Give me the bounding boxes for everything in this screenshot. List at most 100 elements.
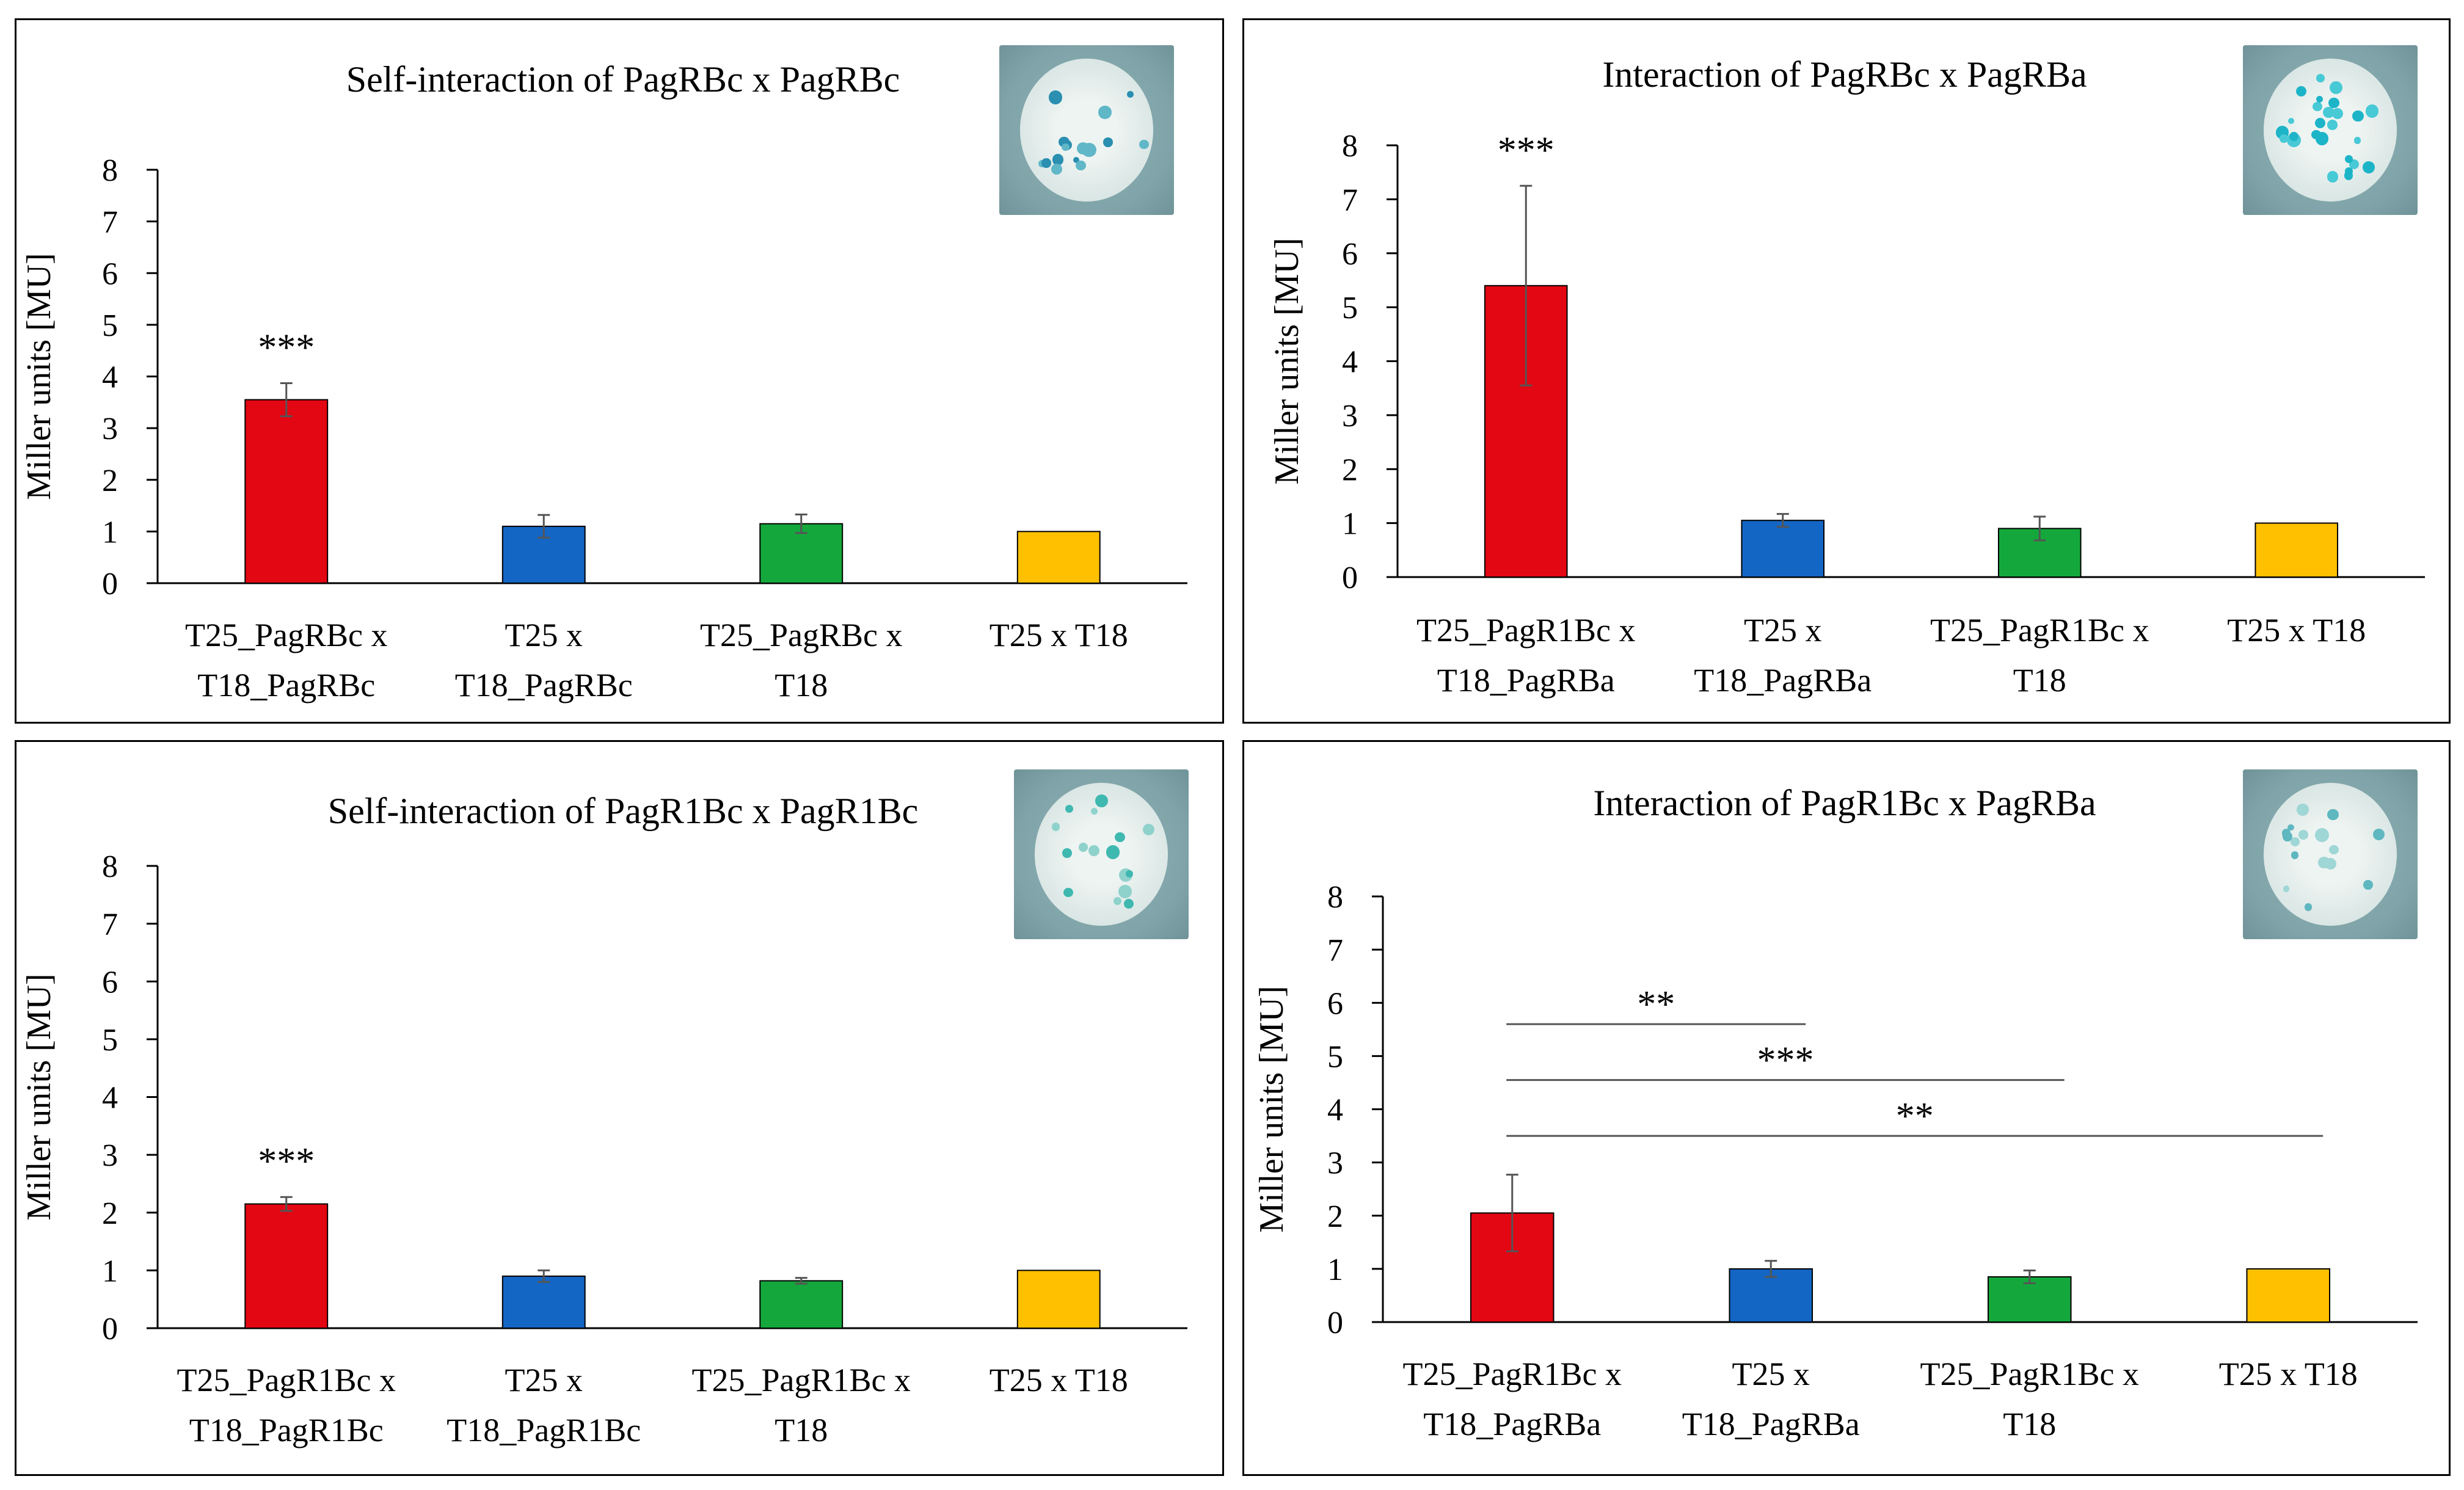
x-tick-label: T25 x T18 (2219, 1356, 2358, 1392)
colony-dot (2372, 829, 2385, 841)
y-tick-label: 8 (102, 153, 118, 188)
colony-dot (1051, 163, 1063, 175)
y-axis-label: Miller units [MU] (1253, 986, 1291, 1232)
x-tick-label: T25 x (1744, 612, 1822, 649)
colony-dot (2365, 104, 2379, 118)
y-tick-label: 8 (102, 849, 118, 884)
significance-marker: *** (1757, 1040, 1813, 1081)
colony-dot (1062, 143, 1070, 151)
x-tick-label: T25 x T18 (990, 617, 1128, 653)
x-tick-label: T18 (2003, 1406, 2056, 1442)
colony-dot (1139, 139, 1149, 150)
colony-dot (1106, 845, 1120, 859)
colony-dot (2283, 885, 2290, 892)
colony-dot (1062, 848, 1072, 858)
colony-dot (2323, 106, 2335, 118)
colony-dot (2283, 832, 2293, 841)
colony-dot (2353, 137, 2361, 144)
significance-marker: ** (1896, 1096, 1934, 1137)
bar-yellow (1016, 1270, 1101, 1329)
colony-dot (2311, 129, 2322, 140)
x-tick-label: T18 (2013, 662, 2066, 699)
x-tick-label: T25_PagRBc x (700, 617, 903, 653)
x-tick-label: T25 x T18 (2227, 612, 2366, 649)
x-tick-label: T25_PagR1Bc x (1930, 612, 2149, 649)
colony-dot (2291, 837, 2300, 846)
y-axis-label: Miller units [MU] (20, 973, 58, 1220)
bar-green (759, 1280, 844, 1329)
x-tick-label: T25_PagR1Bc x (1920, 1356, 2140, 1392)
y-tick-label: 6 (102, 965, 118, 1000)
colony-dot (2325, 858, 2336, 870)
x-tick-label: T18_PagRBa (1437, 662, 1615, 699)
colony-dot (2345, 155, 2353, 164)
y-tick-label: 2 (1342, 452, 1358, 487)
y-tick-label: 0 (102, 1312, 118, 1346)
x-tick-label: T25 x (505, 617, 583, 653)
colony-dot (2314, 117, 2326, 129)
x-tick-label: T25 x (1732, 1356, 1810, 1392)
bar-yellow (2254, 522, 2339, 578)
colony-dot (2304, 903, 2313, 911)
y-tick-label: 1 (102, 515, 118, 550)
y-tick-label: 3 (102, 412, 118, 446)
y-tick-label: 5 (1342, 291, 1358, 325)
y-tick-label: 6 (1342, 237, 1358, 272)
significance-marker: *** (258, 327, 315, 369)
colony-dot (1118, 885, 1132, 898)
bar-red (244, 399, 329, 584)
colony-dot (2362, 161, 2375, 174)
colony-dot (2287, 824, 2294, 831)
colony-dot (2313, 101, 2322, 112)
colony-plate-image-4 (2243, 769, 2418, 939)
colony-dot (2315, 828, 2330, 843)
colony-dot (2363, 879, 2373, 890)
colony-dot (1103, 137, 1113, 147)
colony-dot (2328, 97, 2339, 108)
y-tick-label: 1 (1327, 1252, 1343, 1287)
colony-dot (2349, 159, 2360, 170)
colony-dot (2291, 851, 2298, 859)
x-tick-label: T25 x (505, 1362, 583, 1398)
chart-title: Self-interaction of PagRBc x PagRBc (346, 59, 900, 100)
x-tick-label: T18 (775, 667, 828, 703)
colony-dot (1142, 823, 1155, 836)
y-tick-label: 3 (1342, 399, 1358, 434)
colony-dot (2298, 830, 2308, 840)
y-tick-label: 3 (1327, 1146, 1343, 1181)
colony-dot (1065, 805, 1073, 813)
colony-dot (2316, 95, 2324, 103)
y-tick-label: 7 (102, 205, 118, 240)
colony-dot (1051, 823, 1060, 831)
significance-marker: *** (1498, 129, 1555, 171)
colony-dot (1091, 807, 1098, 815)
significance-marker: *** (258, 1141, 315, 1182)
bar-blue (501, 1275, 586, 1329)
x-tick-label: T18_PagRBc (455, 667, 633, 703)
colony-dot (1041, 158, 1051, 168)
y-tick-label: 1 (1342, 507, 1358, 542)
y-axis-label: Miller units [MU] (1268, 238, 1306, 484)
y-tick-label: 4 (1327, 1093, 1343, 1128)
colony-plate-image-3 (1014, 769, 1189, 939)
colony-dot (2327, 809, 2339, 821)
y-tick-label: 5 (102, 308, 118, 343)
colony-dot (2331, 108, 2343, 120)
colony-dot (2327, 120, 2338, 130)
colony-dot (2289, 131, 2298, 141)
x-tick-label: T18_PagR1Bc (189, 1412, 384, 1448)
colony-dot (1115, 832, 1125, 843)
colony-dot (2327, 171, 2338, 183)
y-tick-label: 6 (1327, 986, 1343, 1021)
y-tick-label: 2 (102, 463, 118, 498)
y-tick-label: 6 (102, 256, 118, 291)
x-tick-label: T25_PagR1Bc x (1416, 612, 1636, 649)
y-tick-label: 2 (1327, 1199, 1343, 1234)
y-tick-label: 0 (1327, 1306, 1343, 1340)
x-tick-label: T25 x T18 (990, 1362, 1128, 1398)
colony-dot (2316, 73, 2325, 82)
chart-title: Interaction of PagR1Bc x PagRBa (1593, 783, 2096, 823)
bar-red (244, 1203, 329, 1329)
colony-dot (2329, 845, 2339, 855)
colony-dot (2352, 110, 2364, 122)
